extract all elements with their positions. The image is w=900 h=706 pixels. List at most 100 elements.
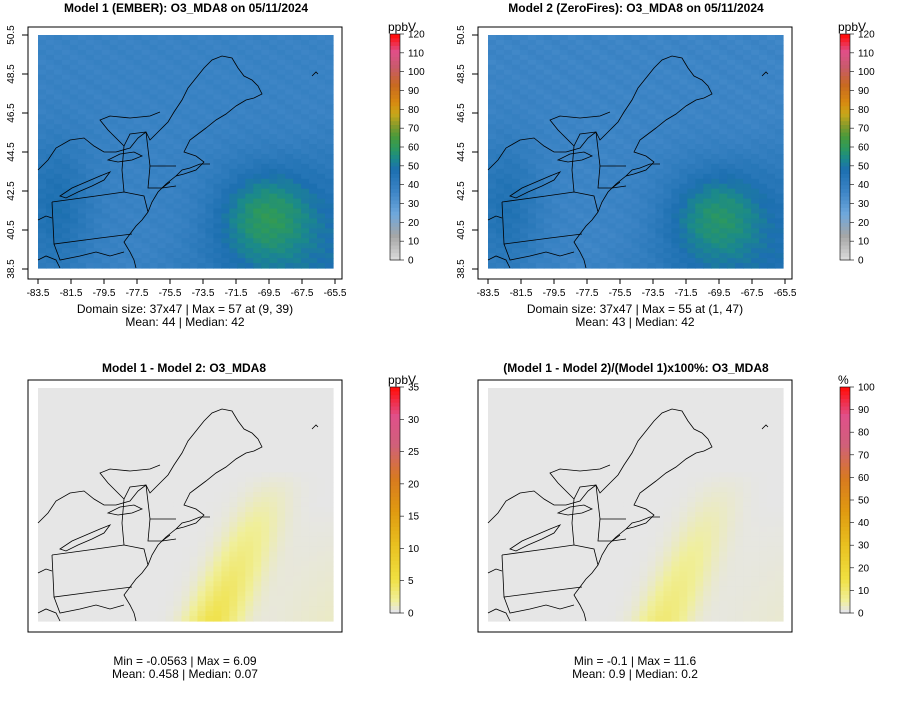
grid-cell (101, 129, 111, 135)
grid-cell (277, 139, 286, 145)
grid-cell (117, 139, 127, 145)
state-border (147, 165, 171, 189)
grid-cell (775, 129, 784, 135)
grid-cell (655, 248, 664, 254)
grid-cell (631, 35, 641, 41)
grid-cell (245, 99, 254, 106)
colorbar-swatch (390, 105, 400, 110)
colorbar-tick-label: 70 (858, 124, 870, 135)
grid-cell (599, 198, 609, 205)
grid-cell (261, 516, 270, 523)
grid-cell (157, 546, 167, 553)
grid-cell (221, 208, 230, 215)
grid-cell (189, 114, 199, 120)
grid-cell (703, 163, 712, 170)
grid-cell (221, 536, 230, 543)
grid-cell (679, 119, 688, 125)
grid-cell (647, 248, 657, 254)
grid-cell (101, 114, 111, 120)
grid-cell (301, 124, 310, 130)
grid-cell (77, 442, 87, 449)
grid-cell (61, 253, 71, 259)
grid-cell (285, 427, 294, 434)
grid-cell (189, 263, 199, 269)
grid-cell (197, 392, 207, 399)
grid-cell (293, 134, 302, 140)
grid-cell (181, 487, 191, 493)
grid-cell (53, 457, 63, 463)
grid-cell (165, 35, 175, 41)
grid-cell (237, 109, 246, 115)
grid-cell (325, 64, 334, 71)
grid-cell (141, 228, 151, 234)
grid-cell (181, 178, 191, 185)
grid-cell (567, 89, 577, 96)
grid-cell (575, 39, 585, 46)
grid-cell (551, 144, 561, 150)
grid-cell (253, 153, 262, 160)
grid-cell (45, 422, 55, 429)
grid-cell (117, 412, 127, 419)
grid-cell (583, 99, 593, 106)
grid-cell (141, 417, 151, 424)
grid-cell (551, 168, 561, 175)
y-tick-label: 46.5 (6, 103, 17, 123)
grid-cell (149, 472, 159, 478)
grid-cell (703, 253, 712, 259)
grid-cell (173, 447, 183, 454)
grid-cell (229, 521, 238, 528)
grid-cell (93, 198, 103, 205)
grid-cell (181, 457, 191, 463)
grid-cell (141, 84, 151, 91)
grid-cell (93, 417, 103, 424)
chart-title: Model 1 - Model 2: O3_MDA8 (101, 361, 267, 375)
grid-cell (205, 457, 214, 463)
grid-cell (277, 183, 286, 190)
grid-cell (285, 526, 294, 533)
grid-cell (293, 89, 302, 96)
grid-cell (45, 158, 55, 165)
grid-cell (197, 44, 207, 51)
grid-cell (61, 462, 71, 468)
grid-cell (751, 94, 760, 101)
grid-cell (599, 139, 609, 145)
grid-cell (157, 193, 167, 200)
grid-cell (615, 35, 625, 41)
grid-cell (69, 432, 79, 439)
grid-cell (567, 74, 577, 81)
grid-cell (679, 198, 688, 205)
grid-cell (687, 263, 696, 269)
grid-cell (141, 203, 151, 210)
grid-cell (101, 134, 111, 140)
grid-cell (133, 188, 143, 195)
grid-cell (101, 492, 111, 498)
grid-cell (551, 114, 561, 120)
grid-cell (543, 69, 553, 76)
grid-cell (527, 238, 537, 244)
grid-cell (559, 79, 569, 86)
grid-cell (711, 74, 720, 81)
grid-cell (221, 39, 230, 46)
grid-cell (309, 452, 318, 459)
grid-cell (703, 109, 712, 115)
grid-cell (687, 223, 696, 229)
grid-cell (607, 178, 617, 185)
grid-cell (253, 506, 262, 513)
grid-cell (61, 183, 71, 190)
grid-cell (775, 218, 784, 224)
grid-cell (85, 492, 95, 498)
grid-cell (109, 437, 119, 444)
grid-cell (567, 79, 577, 86)
grid-cell (583, 228, 593, 234)
grid-cell (253, 258, 262, 264)
grid-cell (767, 119, 776, 125)
grid-cell (775, 253, 784, 259)
grid-cell (647, 89, 657, 96)
grid-cell (125, 427, 135, 434)
grid-cell (567, 39, 577, 46)
grid-cell (309, 223, 318, 229)
grid-cell (237, 163, 246, 170)
grid-cell (53, 407, 63, 414)
grid-cell (591, 144, 601, 150)
grid-cell (133, 432, 143, 439)
